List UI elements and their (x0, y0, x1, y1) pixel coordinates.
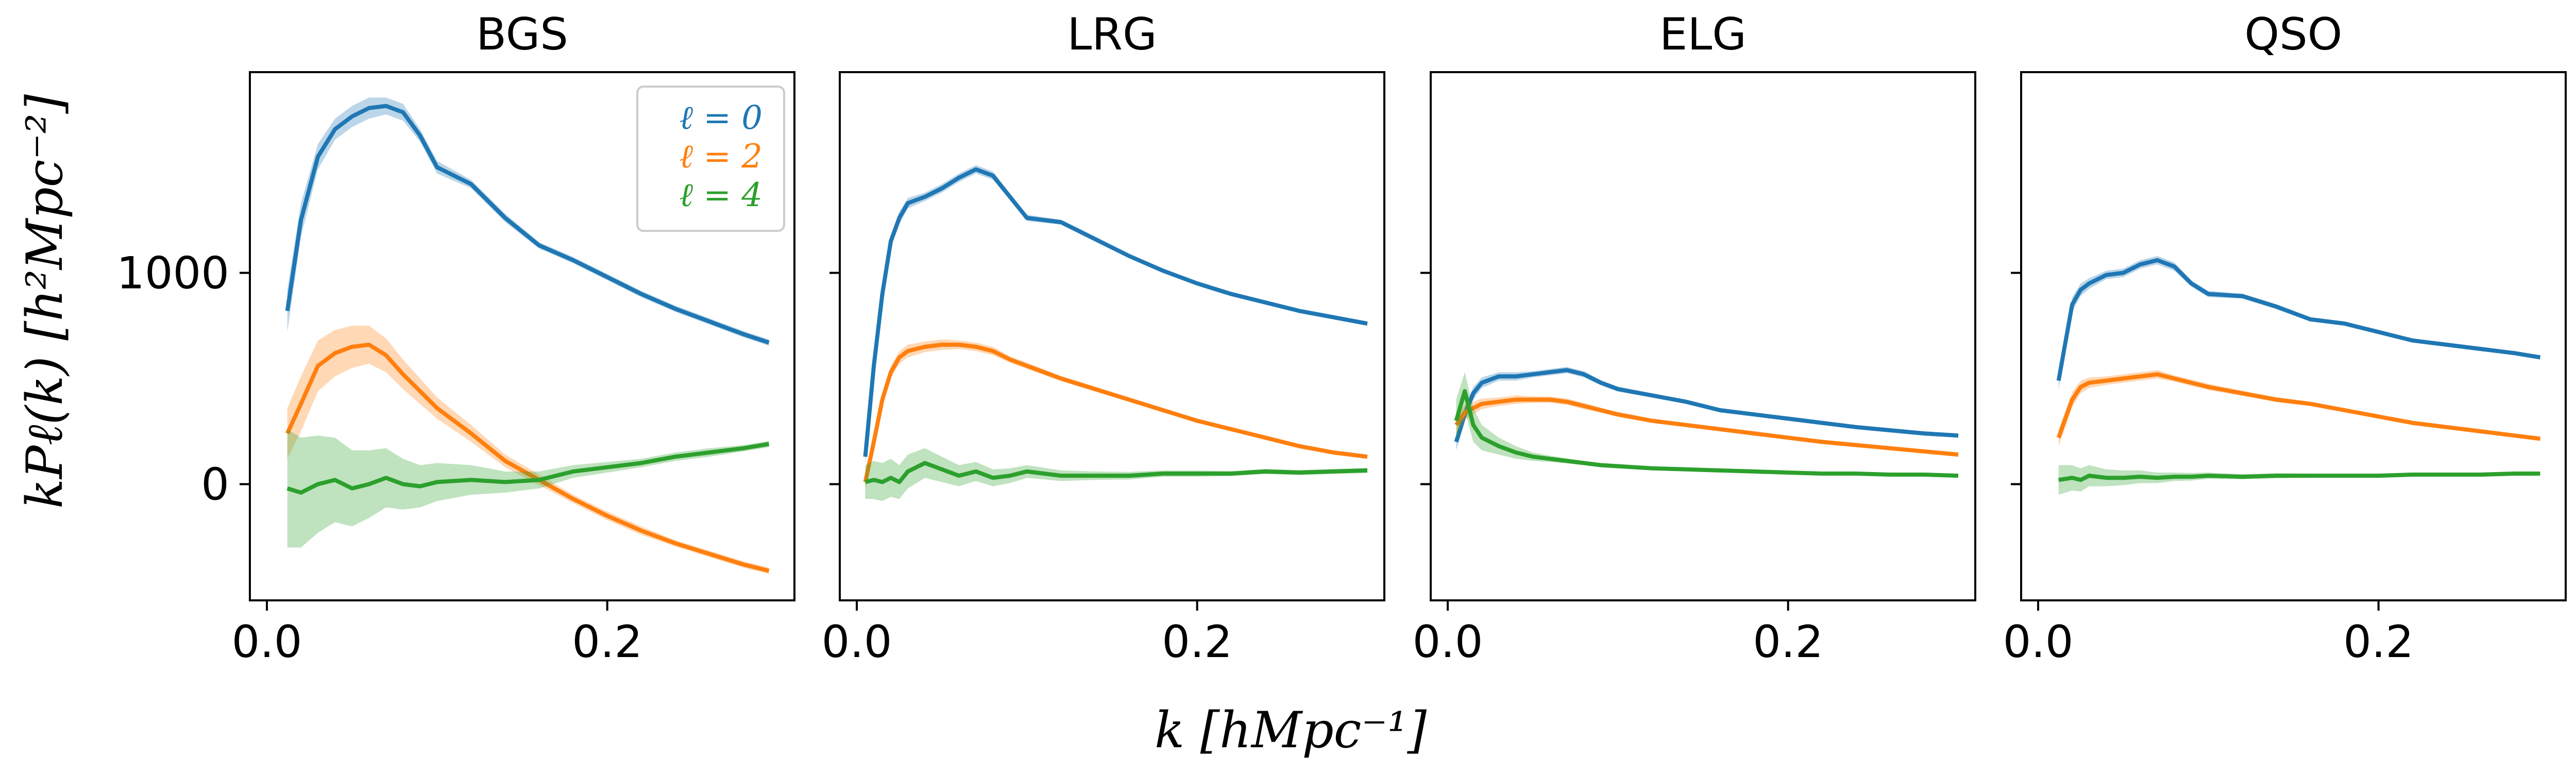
series-line-l4 (286, 442, 770, 495)
panel-lrg: LRG 0.0 0.2 (822, 9, 1385, 668)
legend-entry: ℓ = 4 (679, 176, 762, 214)
panel-qso: QSO 0.0 0.2 (2003, 9, 2567, 668)
panel-frame (249, 71, 795, 601)
series-band-l0 (287, 97, 769, 346)
x-tick-label: 0.2 (572, 616, 642, 668)
series-line-l2 (863, 342, 1368, 483)
panel-title: ELG (1659, 9, 1747, 60)
y-axis-label: kPℓ(k) [h²Mpc⁻²] (16, 94, 74, 509)
panel-frame (1430, 71, 1976, 601)
panel-title: QSO (2245, 9, 2343, 60)
x-tick-label: 0.2 (1162, 616, 1232, 668)
x-tick-label: 0.0 (232, 616, 302, 668)
plot-area (1454, 367, 1959, 478)
series-band-l4 (2058, 465, 2540, 495)
panel-frame (839, 71, 1385, 601)
x-tick-label: 0.0 (822, 616, 892, 668)
legend-box (636, 86, 785, 232)
series-band-l2 (2058, 370, 2540, 446)
y-tick-label: 0 (201, 459, 229, 511)
legend-entry: ℓ = 0 (679, 99, 762, 137)
series-line-l2 (1454, 397, 1959, 457)
series-band-l0 (2058, 256, 2540, 389)
series-band-l0 (865, 165, 1367, 465)
series-band-l4 (1456, 372, 1958, 478)
series-line-l4 (1454, 389, 1959, 478)
panel-bgs: BGS 0.0 0.2 0 1000 ℓ = 0ℓ = 2ℓ = 4 (116, 9, 795, 668)
series-line-l0 (1454, 368, 1959, 443)
x-tick-label: 0.2 (1753, 616, 1823, 668)
series-line-l2 (285, 342, 770, 573)
y-tick-label: 1000 (116, 248, 229, 299)
x-tick-label: 0.0 (2003, 616, 2074, 668)
panel-elg: ELG 0.0 0.2 (1413, 9, 1976, 668)
legend-entry: ℓ = 2 (679, 138, 762, 176)
plot-area (2056, 256, 2541, 495)
x-axis-label: k [hMpc⁻¹] (1155, 701, 1427, 759)
x-tick-label: 0.2 (2343, 616, 2414, 668)
series-line-l0 (2056, 258, 2541, 381)
plot-area (285, 97, 770, 574)
series-line-l4 (2058, 472, 2540, 482)
plot-area (863, 165, 1368, 501)
series-line-l0 (863, 167, 1368, 457)
series-band-l2 (865, 339, 1367, 491)
series-line-l0 (285, 104, 770, 345)
panel-title: LRG (1067, 9, 1157, 60)
panel-title: BGS (476, 9, 568, 60)
series-line-l2 (2056, 372, 2540, 441)
panel-frame (2020, 71, 2567, 601)
x-tick-label: 0.0 (1413, 616, 1483, 668)
legend: ℓ = 0ℓ = 2ℓ = 4 (636, 86, 785, 232)
series-band-l4 (287, 429, 769, 548)
series-band-l2 (287, 326, 769, 574)
series-line-l4 (865, 461, 1368, 484)
